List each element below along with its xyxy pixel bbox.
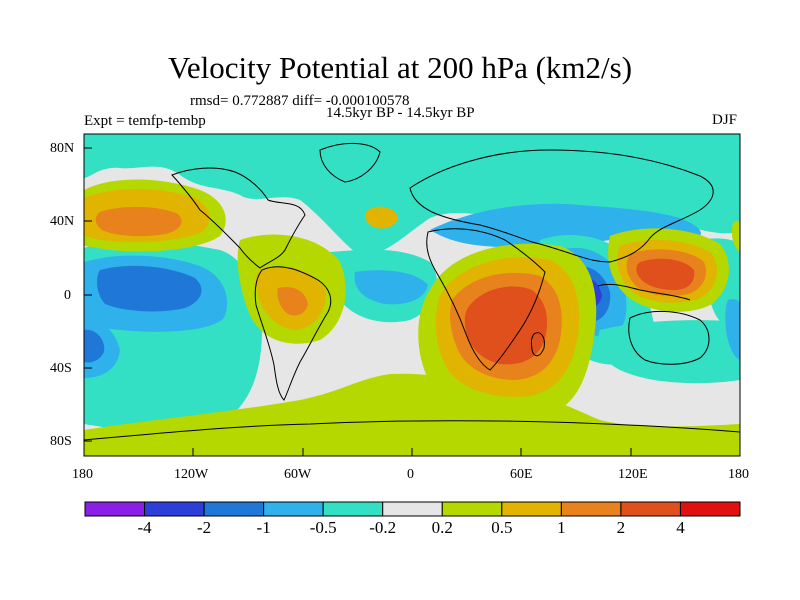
region-africa-positive-vstrong	[464, 286, 548, 365]
contour-field	[84, 134, 740, 456]
lat-tick-80n: 80N	[50, 141, 75, 156]
region-southatlantic-positive	[84, 373, 740, 456]
lon-tick-60e: 60E	[510, 467, 533, 482]
colorbar-label: -1	[256, 518, 271, 537]
region-northpacific-positive-strong	[95, 206, 182, 237]
lat-tick-40n: 40N	[50, 214, 75, 229]
coast-africa	[426, 228, 546, 371]
colorbar-label: 2	[616, 518, 626, 537]
colorbar-swatch	[144, 501, 205, 517]
lat-tick-80s: 80S	[50, 434, 72, 449]
colorbar-swatch	[84, 501, 146, 517]
colorbar-label: -4	[137, 518, 152, 537]
lon-tick-120e: 120E	[618, 467, 648, 482]
season-label: DJF	[712, 112, 738, 128]
coast-north-america	[171, 167, 306, 269]
colorbar-swatch	[441, 501, 503, 517]
region-east-positive	[732, 220, 740, 252]
coastlines	[84, 142, 740, 441]
region-westpacific-positive-vstrong	[636, 258, 695, 290]
colorbar-label: -0.5	[309, 518, 337, 537]
coast-maritime-continent	[597, 283, 691, 301]
coast-south-america	[254, 266, 332, 401]
colorbar-swatch	[382, 501, 443, 517]
colorbar-label: -2	[196, 518, 212, 537]
lon-tick-0: 0	[407, 467, 414, 482]
colorbar-swatch	[263, 501, 324, 517]
coast-antarctica	[84, 420, 740, 441]
lat-tick-0: 0	[64, 288, 71, 303]
map-title: Velocity Potential at 200 hPa (km2/s)	[167, 50, 633, 85]
colorbar-label: 1	[557, 518, 566, 537]
region-atlantic-negative-core	[354, 270, 428, 305]
colorbar-swatch	[560, 501, 622, 517]
colorbar-label: 4	[676, 518, 685, 537]
region-pacific-negative-strong	[97, 265, 202, 312]
lon-tick-180w: 180	[72, 467, 93, 482]
lat-tick-40s: 40S	[50, 361, 72, 376]
lon-tick-120w: 120W	[174, 467, 209, 482]
colorbar-swatch	[620, 501, 681, 517]
colorbar-swatch	[501, 501, 562, 517]
region-america-positive-strong	[277, 286, 308, 316]
axis-ticks	[83, 147, 741, 456]
lon-tick-180e: 180	[728, 467, 749, 482]
colorbar-swatch	[203, 501, 265, 517]
coast-eurasia	[409, 149, 714, 263]
coast-australia	[628, 310, 710, 365]
colorbar-swatch	[322, 501, 384, 517]
region-southpacific-negative-strong	[84, 329, 105, 363]
region-northatlantic-positive	[365, 206, 398, 229]
colorbar-label: 0.2	[431, 518, 453, 537]
coast-madagascar	[530, 332, 545, 357]
coast-greenland	[319, 142, 381, 183]
stats-label: rmsd= 0.772887 diff= -0.000100578	[190, 93, 410, 109]
period-label: 14.5kyr BP - 14.5kyr BP	[326, 105, 475, 121]
colorbar-swatch	[679, 501, 741, 517]
region-east-negative-core	[725, 299, 740, 360]
lon-tick-60w: 60W	[284, 467, 312, 482]
colorbar	[84, 501, 741, 517]
experiment-label: Expt = temfp-tembp	[84, 113, 206, 129]
region-southindian-negative	[598, 320, 740, 384]
colorbar-label: -0.2	[369, 518, 397, 537]
colorbar-label: 0.5	[491, 518, 513, 537]
